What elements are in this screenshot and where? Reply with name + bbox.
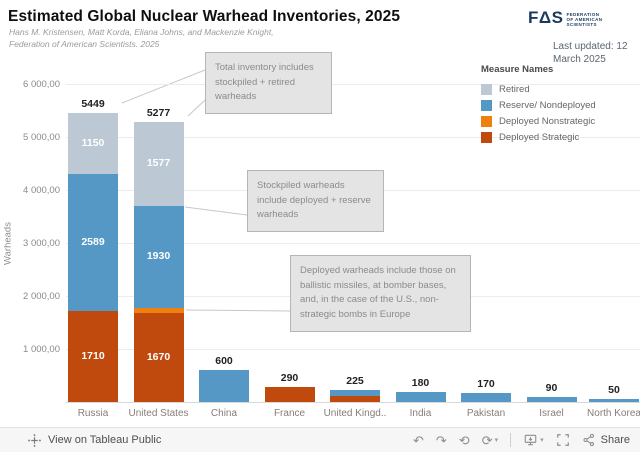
gridline — [66, 84, 640, 85]
segment-value-label: 1150 — [81, 136, 105, 149]
fas-org-line: OF AMERICAN — [566, 17, 603, 22]
bar-segment-deployed-nonstrategic[interactable] — [133, 308, 184, 314]
bar-segment-reserve-nondeployed[interactable] — [395, 392, 446, 402]
bar-total-label: 600 — [215, 355, 233, 368]
gridline — [66, 349, 640, 350]
bar-segment-reserve-nondeployed[interactable] — [526, 397, 577, 402]
bar-total-label: 90 — [545, 382, 558, 395]
bar-segment-reserve-nondeployed[interactable]: 1930 — [133, 205, 184, 309]
bar-total-label: 5277 — [146, 107, 171, 120]
y-tick-label: 6 000,00 — [23, 79, 60, 90]
toolbar-divider — [510, 433, 512, 447]
legend-label: Deployed Nonstrategic — [499, 115, 596, 127]
segment-value-label: 1670 — [146, 350, 171, 363]
tableau-toolbar: View on Tableau Public ↶ ↷ ⟲ ⟳ ▾ ▾ — [0, 427, 640, 452]
y-tick-label: 2 000,00 — [23, 291, 60, 302]
chevron-down-icon: ▾ — [540, 436, 544, 444]
download-icon[interactable]: ▾ — [523, 433, 544, 447]
bar-segment-reserve-nondeployed[interactable] — [589, 399, 639, 402]
strategic-swatch — [481, 131, 492, 143]
x-axis-label: Russia — [77, 408, 109, 419]
x-axis-line — [66, 402, 640, 403]
subtitle-authors: Hans M. Kristensen, Matt Korda, Eliana J… — [9, 27, 274, 37]
legend-item-deployed-nonstrategic[interactable]: Deployed Nonstrategic — [481, 113, 636, 129]
segment-value-label: 1710 — [81, 349, 105, 362]
redo-icon[interactable]: ↷ — [435, 432, 447, 448]
x-axis-label: Israel — [539, 408, 564, 419]
subtitle-org: Federation of American Scientists. 2025 — [9, 39, 160, 49]
toolbar-actions: ↶ ↷ ⟲ ⟳ ▾ ▾ Shar — [413, 433, 630, 447]
bar-total-label: 50 — [608, 384, 620, 397]
bar-segment-reserve-nondeployed[interactable] — [199, 370, 249, 402]
segment-value-label: 1577 — [146, 157, 171, 170]
bar-segment-reserve-nondeployed[interactable] — [330, 390, 380, 396]
legend-label: Retired — [499, 83, 530, 95]
x-axis-label: United Kingd.. — [323, 408, 387, 419]
bar-total-label: 180 — [411, 377, 430, 390]
reset-icon[interactable]: ⟲ — [458, 432, 470, 448]
annotation-total-inventory: Total inventory includes stockpiled + re… — [205, 52, 332, 115]
x-axis-label: Pakistan — [466, 408, 506, 419]
refresh-icon[interactable]: ⟳ ▾ — [481, 432, 499, 448]
x-axis-label: France — [273, 408, 306, 419]
bar-segment-deployed-strategic[interactable] — [264, 386, 315, 402]
bar-total-label: 5449 — [81, 98, 105, 111]
fullscreen-icon[interactable] — [556, 433, 570, 447]
y-tick-label: 1 000,00 — [23, 344, 60, 355]
gridline — [66, 243, 640, 244]
fas-org-text: FEDERATION OF AMERICAN SCIENTISTS — [566, 9, 602, 27]
fas-org-line: SCIENTISTS — [566, 22, 597, 27]
y-tick-label: 5 000,00 — [23, 132, 60, 143]
y-tick-label: 4 000,00 — [23, 185, 60, 196]
legend-item-deployed-strategic[interactable]: Deployed Strategic — [481, 129, 636, 145]
x-axis-label: China — [210, 408, 238, 419]
share-button[interactable]: Share — [582, 433, 630, 447]
legend-item-retired[interactable]: Retired — [481, 81, 636, 97]
bar-segment-deployed-strategic[interactable]: 1710 — [68, 311, 118, 402]
reserve-swatch — [481, 99, 492, 111]
bar-total-label: 170 — [477, 377, 495, 390]
undo-icon[interactable]: ↶ — [412, 432, 424, 448]
fullscreen-glyph — [556, 434, 569, 446]
bar-segment-reserve-nondeployed[interactable]: 2589 — [68, 174, 118, 312]
legend-label: Reserve/ Nondeployed — [499, 99, 596, 111]
bar-segment-retired[interactable]: 1150 — [68, 113, 118, 175]
view-on-tableau-public-label: View on Tableau Public — [48, 434, 162, 446]
x-axis-label: United States — [128, 408, 189, 419]
bar-total-label: 225 — [346, 375, 364, 388]
legend-label: Deployed Strategic — [499, 131, 580, 143]
legend-item-reserve[interactable]: Reserve/ Nondeployed — [481, 97, 636, 113]
tableau-logo-icon — [28, 433, 41, 447]
fas-org-line: FEDERATION — [566, 12, 600, 17]
y-tick-label: 3 000,00 — [23, 238, 60, 249]
bar-segment-deployed-strategic[interactable]: 1670 — [133, 313, 184, 402]
legend-title: Measure Names — [481, 64, 554, 75]
view-on-tableau-public-link[interactable]: View on Tableau Public — [28, 433, 162, 447]
x-axis-label: North Korea — [587, 408, 640, 419]
retired-swatch — [481, 83, 492, 95]
legend: Measure Names Retired Reserve/ Nondeploy… — [481, 64, 636, 145]
page-title: Estimated Global Nuclear Warhead Invento… — [8, 8, 401, 25]
last-updated-text: Last updated: 12 March 2025 — [553, 41, 628, 65]
bar-segment-reserve-nondeployed[interactable] — [461, 392, 511, 402]
x-axis-label: India — [409, 408, 432, 419]
share-icon — [583, 433, 594, 447]
share-label: Share — [600, 434, 630, 446]
bar-segment-deployed-strategic[interactable] — [330, 395, 380, 402]
gridline — [66, 137, 640, 138]
bar-segment-retired[interactable]: 1577 — [133, 122, 184, 206]
segment-value-label: 1930 — [146, 250, 171, 263]
chevron-down-icon: ▾ — [494, 436, 499, 444]
bar-total-label: 290 — [280, 371, 299, 384]
annotation-deployed: Deployed warheads include those on balli… — [290, 255, 471, 332]
download-monitor-glyph — [524, 434, 537, 446]
bar-chart: Warheads 1 000,00 2 000,00 3 000,00 4 000,0… — [3, 69, 640, 419]
nonstrategic-swatch — [481, 115, 492, 127]
segment-value-label: 2589 — [81, 235, 105, 248]
annotation-stockpiled: Stockpiled warheads include deployed + r… — [247, 170, 384, 233]
fas-wordmark: FΔS — [528, 8, 564, 27]
fas-logo: FΔS FEDERATION OF AMERICAN SCIENTISTS — [528, 8, 602, 28]
